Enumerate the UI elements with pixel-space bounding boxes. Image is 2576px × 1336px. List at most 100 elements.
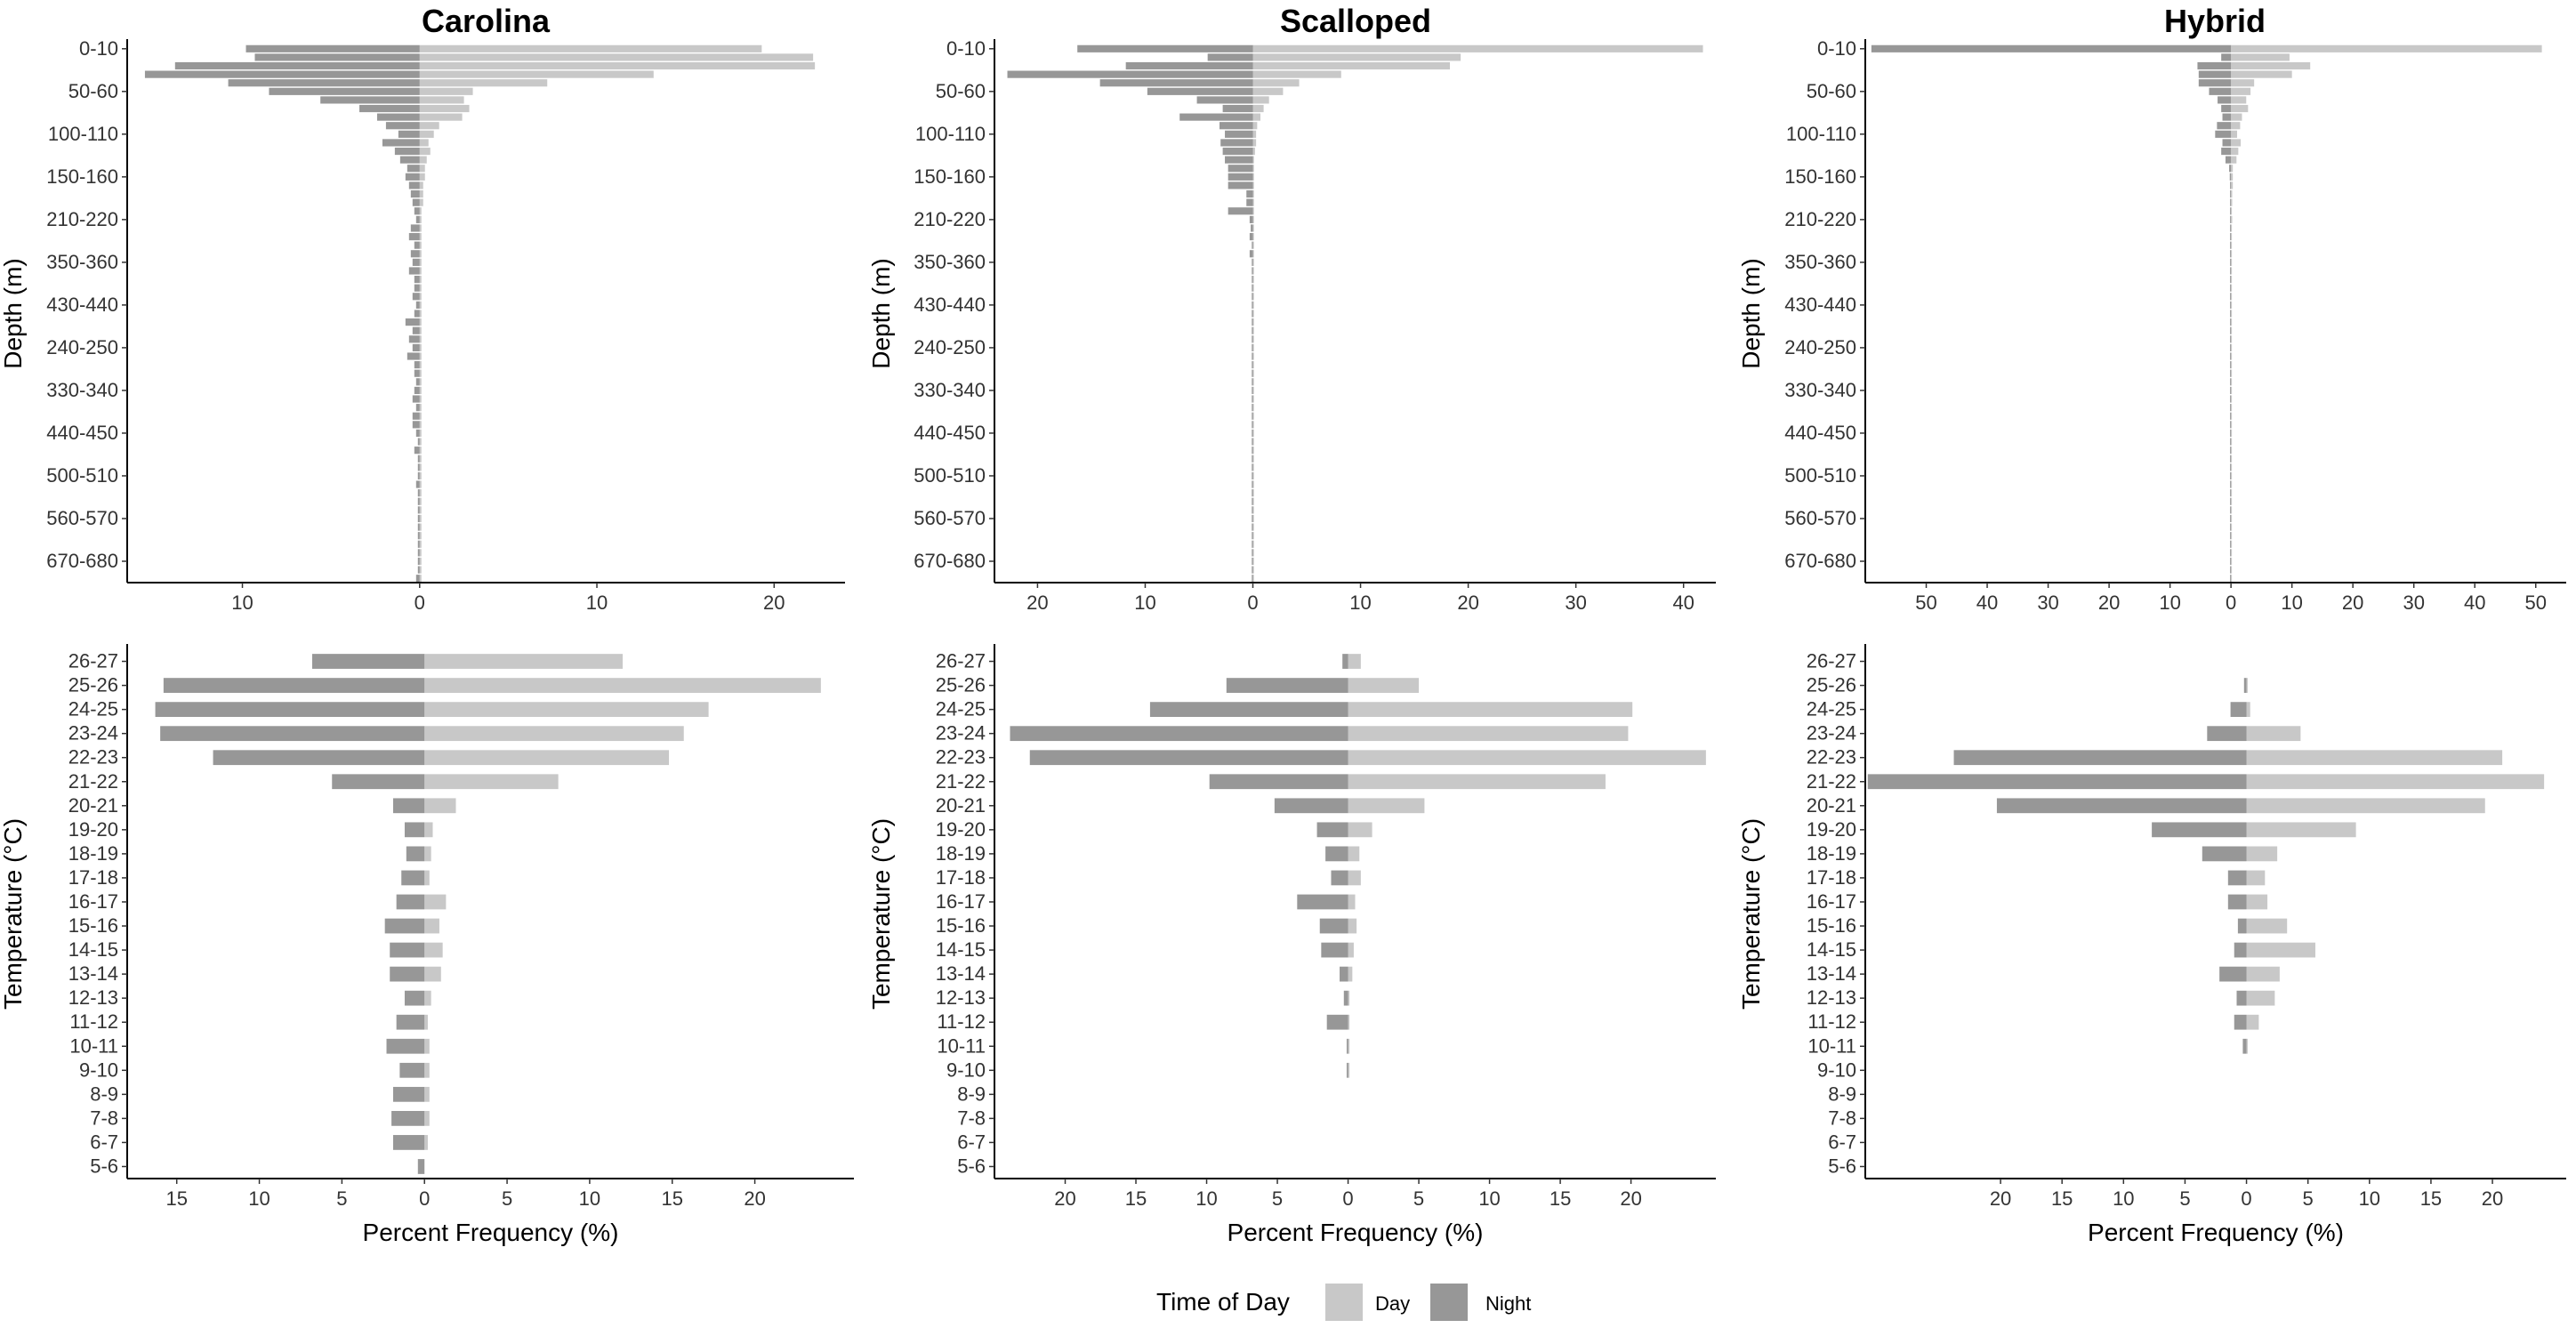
bar-day: [2231, 79, 2255, 87]
bar-night: [2230, 540, 2232, 548]
bar-day: [2231, 352, 2233, 360]
legend-night-label: Night: [1485, 1292, 1531, 1315]
y-tick-label: 22-23: [68, 746, 118, 769]
bar-night: [412, 395, 420, 403]
y-tick-label: 25-26: [936, 674, 986, 696]
bar-night: [2230, 310, 2232, 318]
y-axis-title: Temperature (°C): [867, 818, 895, 1010]
bar-day: [1252, 61, 1451, 70]
bar-day: [1252, 455, 1254, 463]
bar-night: [417, 463, 420, 471]
y-tick-label: 23-24: [1807, 722, 1856, 744]
bar-day: [424, 750, 670, 766]
bar-day: [1252, 241, 1254, 249]
bar-day: [1252, 156, 1254, 164]
bar-day: [424, 918, 439, 934]
bar-night: [2230, 412, 2232, 420]
bar-night: [412, 326, 420, 334]
y-tick-label: 16-17: [936, 890, 986, 913]
y-tick-label: 21-22: [1807, 770, 1856, 793]
y-tick-label: 8-9: [1828, 1082, 1856, 1105]
bar-day: [424, 942, 443, 958]
bar-night: [417, 566, 420, 574]
bar-night: [2230, 438, 2232, 446]
bar-day: [2231, 540, 2233, 548]
bar-night: [1346, 1038, 1348, 1054]
y-tick-label: 150-160: [914, 165, 986, 188]
bar-day: [2231, 53, 2290, 61]
y-tick-label: 430-440: [914, 294, 986, 316]
bar-night: [414, 447, 420, 455]
bar-day: [1348, 678, 1420, 693]
y-tick-label: 560-570: [1784, 507, 1856, 529]
x-tick-label: 50: [1915, 592, 1936, 614]
bar-night: [1007, 70, 1253, 78]
bar-night: [1220, 139, 1253, 147]
y-tick-label: 22-23: [1807, 746, 1856, 769]
y-tick-label: 6-7: [1828, 1131, 1856, 1153]
panel-title: Carolina: [422, 3, 551, 39]
x-tick-label: 40: [1672, 592, 1694, 614]
scalloped-depth-panel: 0-10 50-60 100-110 150-160 210-220 350-360 430…: [867, 3, 1716, 614]
bar-day: [2246, 1014, 2259, 1030]
bar-night: [1219, 122, 1253, 130]
bar-night: [2230, 293, 2232, 301]
bar-day: [419, 276, 422, 284]
bar-night: [394, 147, 420, 156]
bar-day: [419, 113, 463, 121]
bar-day: [2231, 343, 2233, 351]
bar-night: [1246, 198, 1253, 206]
bar-day: [424, 1111, 430, 1126]
bar-day: [1252, 497, 1254, 505]
bar-night: [2230, 335, 2232, 343]
x-tick-label: 20: [763, 592, 785, 614]
bar-night: [2219, 966, 2247, 982]
bar-day: [1348, 774, 1606, 790]
bar-night: [2221, 104, 2232, 113]
x-tick-label: 0: [415, 592, 425, 614]
bar-night: [415, 429, 420, 438]
bar-day: [1252, 421, 1254, 429]
bar-day: [1252, 489, 1254, 497]
x-tick-label: 5: [502, 1187, 512, 1210]
bar-night: [2197, 61, 2232, 70]
bar-day: [424, 726, 684, 742]
bar-night: [2230, 429, 2232, 438]
bar-day: [1252, 480, 1254, 488]
y-tick-label: 8-9: [957, 1082, 986, 1105]
y-tick-label: 50-60: [68, 80, 118, 102]
y-tick-label: 670-680: [914, 550, 986, 572]
bar-day: [1348, 966, 1353, 982]
x-tick-label: 10: [2359, 1187, 2380, 1210]
bar-night: [414, 361, 420, 369]
panel-title: Hybrid: [2164, 3, 2266, 39]
bar-day: [2231, 506, 2233, 514]
bar-night: [417, 471, 420, 480]
x-tick-label: 5: [2303, 1187, 2314, 1210]
bar-day: [2231, 267, 2233, 275]
bar-night: [2202, 846, 2247, 862]
bar-night: [2152, 822, 2247, 838]
bar-night: [160, 726, 425, 742]
y-tick-label: 21-22: [936, 770, 986, 793]
x-tick-label: 20: [1054, 1187, 1075, 1210]
y-tick-label: 12-13: [936, 986, 986, 1009]
bar-day: [419, 310, 422, 318]
bar-night: [1125, 61, 1253, 70]
bar-night: [2229, 165, 2232, 173]
bar-night: [332, 774, 425, 790]
bar-night: [1953, 750, 2247, 766]
bar-day: [2231, 147, 2239, 156]
bar-night: [1297, 894, 1348, 910]
bar-night: [2230, 250, 2232, 258]
bar-night: [392, 1086, 425, 1102]
x-tick-label: 15: [165, 1187, 187, 1210]
bar-night: [144, 70, 420, 78]
bar-night: [1209, 774, 1348, 790]
bar-night: [1316, 822, 1348, 838]
bar-day: [2246, 750, 2503, 766]
bar-day: [419, 471, 422, 480]
y-axis-title: Depth (m): [867, 258, 895, 368]
bar-day: [2231, 215, 2233, 223]
bar-day: [1252, 523, 1254, 531]
